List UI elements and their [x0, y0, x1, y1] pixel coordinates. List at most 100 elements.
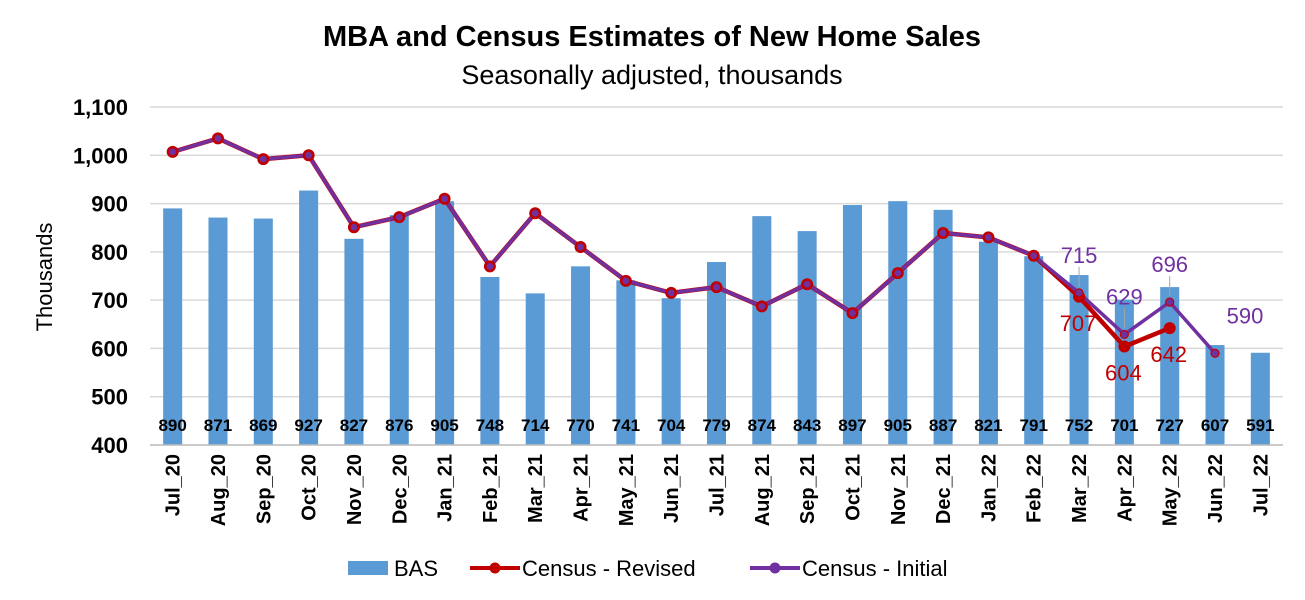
census-initial-value-label: 629 [1106, 284, 1143, 309]
bar-value-label: 607 [1201, 416, 1229, 435]
legend-label: Census - Revised [522, 556, 696, 581]
x-tick-label: Dec_21 [933, 454, 955, 524]
x-tick-label: Jul_20 [163, 454, 185, 516]
point-census-initial [258, 154, 268, 164]
x-tick-label: Aug_21 [752, 454, 774, 526]
bar-value-label: 876 [385, 416, 413, 435]
bar [163, 208, 183, 445]
bar [1114, 299, 1134, 445]
y-tick-label: 1,100 [73, 95, 128, 120]
point-census-initial [1165, 297, 1175, 307]
bar-value-label: 827 [340, 416, 368, 435]
y-tick-label: 400 [91, 433, 128, 458]
x-tick-label: Feb_21 [480, 454, 502, 523]
bar-value-label: 701 [1110, 416, 1138, 435]
point-census-initial [757, 301, 767, 312]
bar-value-label: 843 [793, 416, 821, 435]
bar [299, 190, 319, 445]
bar-value-label: 727 [1156, 416, 1184, 435]
bar [571, 266, 591, 445]
point-census-revised [1163, 322, 1176, 335]
point-census-initial [1029, 251, 1039, 261]
bar [525, 293, 545, 445]
census-initial-value-label: 696 [1151, 252, 1188, 277]
x-tick-label: Oct_20 [299, 454, 321, 521]
bar [480, 276, 500, 445]
x-tick-label: Nov_20 [344, 454, 366, 525]
x-tick-label: Dec_20 [389, 454, 411, 524]
x-tick-label: Sep_20 [253, 454, 275, 524]
x-tick-label: Mar_21 [525, 454, 547, 523]
bar-value-label: 897 [838, 416, 866, 435]
point-census-initial [530, 208, 540, 218]
bar [797, 231, 817, 445]
bar-value-label: 791 [1020, 416, 1048, 435]
legend-swatch-marker [489, 562, 501, 574]
x-tick-label: May_22 [1160, 454, 1182, 526]
bar [752, 216, 772, 445]
bar-value-label: 869 [249, 416, 277, 435]
point-census-initial [666, 288, 676, 298]
legend: BAS Census - Revised Census - Initial [348, 556, 948, 581]
point-census-initial [1210, 348, 1220, 358]
line-series [166, 132, 1220, 358]
x-tick-label: Aug_20 [208, 454, 230, 526]
point-census-initial [711, 282, 722, 292]
bar [888, 201, 908, 445]
bar [389, 215, 409, 445]
bar-value-label: 871 [204, 416, 232, 435]
point-census-initial [168, 147, 178, 157]
bar [344, 238, 364, 445]
point-census-initial [485, 261, 495, 271]
x-tick-label: Jul_22 [1250, 454, 1272, 516]
y-tick-label: 600 [91, 336, 128, 361]
bar-value-label: 770 [566, 416, 594, 435]
point-census-initial [439, 194, 450, 204]
y-tick-label: 1,000 [73, 143, 128, 168]
y-tick-label: 800 [91, 240, 128, 265]
bar-value-label: 874 [748, 416, 777, 435]
x-tick-label: Oct_21 [842, 454, 864, 521]
x-tick-label: Nov_21 [888, 454, 910, 525]
bar [1205, 345, 1225, 445]
bar [1250, 352, 1270, 445]
bar-value-label: 748 [476, 416, 504, 435]
bar-value-label: 821 [974, 416, 1002, 435]
bar [208, 217, 228, 445]
bar-value-label: 905 [884, 416, 912, 435]
bar-value-label: 752 [1065, 416, 1093, 435]
census-initial-value-label: 590 [1227, 303, 1264, 328]
point-census-initial [575, 242, 586, 252]
bar [435, 201, 455, 445]
x-tick-label: Apr_21 [571, 454, 593, 522]
point-census-initial [983, 232, 994, 242]
x-tick-label: Jan_22 [978, 454, 1000, 522]
legend-label: BAS [394, 556, 438, 581]
census-revised-value-label: 642 [1150, 342, 1187, 367]
bar [1024, 256, 1044, 445]
axes: 400 500 600 700 800 900 1,000 1,100 Jul_20 Aug_20… [73, 95, 1283, 526]
point-census-revised [1118, 340, 1131, 353]
point-census-initial [213, 133, 223, 143]
bar-value-label: 887 [929, 416, 957, 435]
point-census-initial [802, 279, 812, 289]
bar-value-label: 741 [612, 416, 640, 435]
bar-value-label: 905 [430, 416, 458, 435]
bar [616, 280, 636, 445]
chart-subtitle: Seasonally adjusted, thousands [461, 60, 842, 90]
y-tick-label: 500 [91, 385, 128, 410]
bar [978, 241, 998, 445]
census-initial-value-label: 715 [1061, 243, 1098, 268]
y-tick-label: 700 [91, 288, 128, 313]
bar [706, 261, 727, 445]
bar [661, 298, 681, 445]
bar [253, 218, 273, 445]
legend-swatch-marker [769, 562, 781, 574]
point-census-initial [1074, 288, 1084, 298]
bar-value-label: 927 [294, 416, 322, 435]
bar [933, 209, 953, 445]
census-revised-value-label: 707 [1060, 311, 1097, 336]
x-tick-label: Feb_22 [1024, 454, 1046, 523]
point-census-initial [349, 222, 359, 232]
legend-label: Census - Initial [802, 556, 948, 581]
